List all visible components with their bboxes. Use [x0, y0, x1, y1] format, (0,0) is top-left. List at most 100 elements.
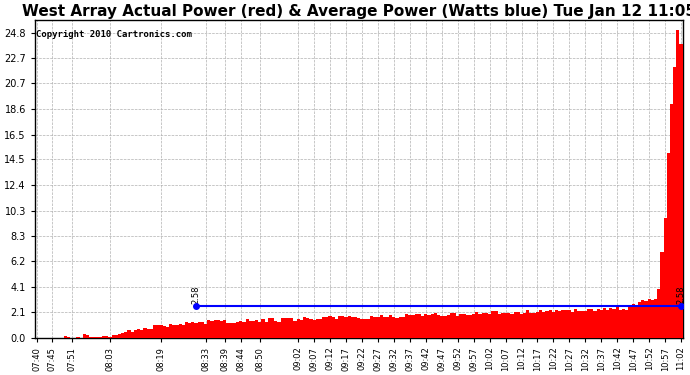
Bar [491, 311, 495, 338]
Bar [395, 318, 399, 338]
Bar [584, 312, 587, 338]
Bar [647, 299, 651, 338]
Bar [89, 337, 92, 338]
Bar [399, 317, 402, 338]
Bar [552, 312, 555, 338]
Bar [564, 310, 568, 338]
Bar [166, 327, 169, 338]
Bar [319, 319, 322, 338]
Bar [657, 290, 660, 338]
Bar [418, 314, 421, 338]
Bar [338, 316, 342, 338]
Bar [325, 317, 328, 338]
Bar [393, 317, 395, 338]
Bar [146, 328, 150, 338]
Bar [631, 304, 635, 338]
Bar [644, 300, 647, 338]
Bar [555, 310, 558, 338]
Bar [140, 330, 144, 338]
Bar [169, 324, 172, 338]
Bar [638, 303, 641, 338]
Bar [118, 334, 121, 338]
Bar [191, 322, 195, 338]
Bar [606, 310, 609, 338]
Bar [217, 320, 220, 338]
Bar [402, 317, 405, 338]
Bar [130, 332, 134, 338]
Bar [625, 310, 629, 338]
Bar [77, 337, 79, 338]
Bar [444, 316, 446, 338]
Bar [246, 319, 248, 338]
Bar [424, 314, 427, 338]
Bar [255, 320, 258, 338]
Bar [472, 314, 475, 338]
Bar [511, 314, 513, 338]
Bar [427, 315, 431, 338]
Bar [383, 317, 386, 338]
Bar [360, 319, 364, 338]
Bar [201, 322, 204, 338]
Bar [380, 315, 383, 338]
Bar [153, 326, 156, 338]
Bar [293, 321, 297, 338]
Bar [342, 316, 344, 338]
Bar [277, 321, 281, 338]
Bar [102, 336, 105, 338]
Text: 2.58: 2.58 [677, 286, 686, 304]
Bar [220, 321, 223, 338]
Bar [539, 310, 542, 338]
Bar [197, 322, 201, 338]
Bar [134, 330, 137, 338]
Bar [590, 309, 593, 338]
Bar [408, 315, 411, 338]
Bar [83, 334, 86, 338]
Bar [580, 311, 584, 338]
Bar [670, 104, 673, 338]
Bar [290, 318, 293, 338]
Bar [230, 322, 233, 338]
Bar [108, 337, 112, 338]
Bar [121, 333, 124, 338]
Bar [456, 316, 460, 338]
Bar [574, 309, 578, 338]
Bar [411, 315, 415, 338]
Bar [150, 328, 153, 338]
Bar [313, 320, 316, 338]
Bar [163, 326, 166, 338]
Bar [204, 324, 207, 338]
Bar [236, 322, 239, 338]
Bar [99, 336, 102, 338]
Bar [437, 315, 440, 338]
Bar [328, 316, 332, 338]
Bar [660, 252, 664, 338]
Bar [239, 321, 242, 338]
Bar [348, 315, 351, 338]
Bar [615, 307, 619, 338]
Bar [654, 299, 657, 338]
Bar [431, 314, 434, 338]
Bar [297, 319, 299, 338]
Bar [332, 318, 335, 338]
Bar [482, 314, 485, 338]
Bar [373, 318, 376, 338]
Bar [389, 315, 393, 338]
Bar [306, 318, 309, 338]
Bar [635, 306, 638, 338]
Bar [271, 318, 274, 338]
Bar [115, 335, 118, 338]
Bar [680, 45, 682, 338]
Bar [316, 319, 319, 338]
Bar [207, 320, 210, 338]
Bar [513, 312, 517, 338]
Bar [593, 311, 596, 338]
Bar [357, 318, 360, 338]
Bar [185, 322, 188, 338]
Bar [258, 322, 262, 338]
Bar [641, 300, 644, 338]
Bar [622, 309, 625, 338]
Bar [188, 324, 191, 338]
Bar [405, 314, 408, 338]
Bar [501, 313, 504, 338]
Bar [440, 316, 444, 338]
